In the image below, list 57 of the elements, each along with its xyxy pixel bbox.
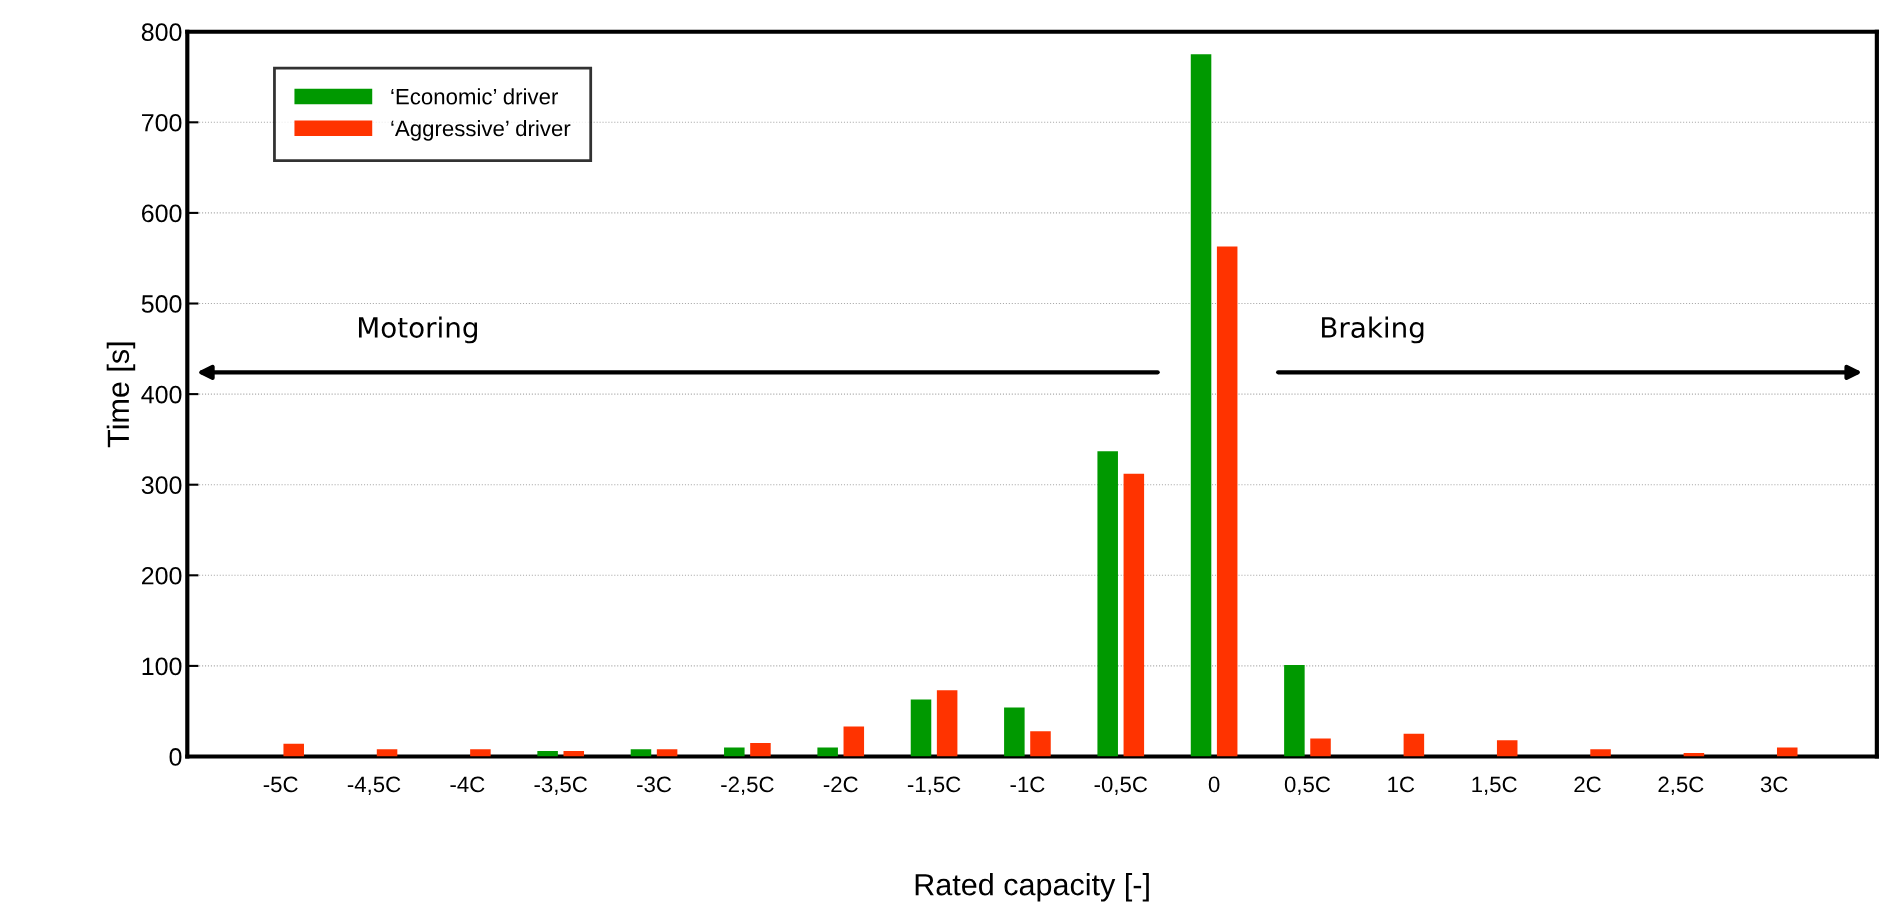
x-tick-label: -3C [637, 776, 672, 793]
bar [724, 747, 745, 757]
bar [283, 743, 304, 757]
y-tick-label: 600 [142, 204, 182, 223]
x-tick-label: -3,5C [534, 776, 588, 795]
y-axis-title: Time [s] [106, 342, 136, 448]
bar [537, 751, 558, 757]
x-tick-label: -4C [450, 776, 485, 793]
y-tick-label: 500 [141, 295, 182, 313]
bar [750, 742, 771, 757]
x-tick-label: -2C [823, 776, 858, 793]
x-tick-label: -1C [1010, 776, 1045, 793]
bar [563, 751, 585, 757]
y-tick-label: 200 [142, 566, 182, 585]
bar [656, 749, 678, 757]
y-tick-label: 800 [141, 23, 182, 42]
annotation: Braking [1322, 316, 1424, 344]
legend-label: ‘Economic’ driver [391, 88, 558, 105]
x-tick-label: 0 [1208, 776, 1220, 793]
x-axis-title: Rated capacity [-] [915, 873, 1149, 902]
bar [1590, 749, 1611, 757]
bar [1216, 246, 1238, 757]
bar [470, 749, 491, 757]
bar [1310, 738, 1331, 757]
y-tick-label: 100 [142, 657, 182, 676]
x-tick-label: -5C [263, 776, 298, 793]
bar [1496, 740, 1518, 757]
annotation: Motoring [358, 316, 477, 344]
bar [630, 749, 652, 757]
bar [1284, 665, 1305, 757]
x-tick-label: -2,5C [721, 776, 774, 795]
x-tick-label: -1,5C [907, 776, 961, 795]
x-tick-label: 1C [1388, 776, 1415, 793]
bar [1403, 733, 1425, 757]
bar [817, 747, 838, 757]
legend-label: ‘Aggressive’ driver [391, 120, 571, 141]
x-tick-label: -4,5C [347, 776, 401, 795]
bar [376, 749, 398, 757]
x-tick-label: 3C [1760, 776, 1788, 793]
bar [936, 690, 958, 757]
bar [1776, 747, 1798, 757]
y-tick-label: 700 [142, 113, 182, 132]
x-tick-label: 2,5C [1658, 776, 1704, 795]
bar [1004, 707, 1025, 757]
x-tick-label: 1,5C [1472, 776, 1517, 795]
x-tick-label: 0,5C [1284, 776, 1331, 795]
y-tick-label: 0 [169, 748, 182, 766]
bar [1190, 54, 1212, 757]
bar [910, 699, 932, 757]
x-tick-label: 2C [1574, 776, 1601, 793]
bar [1030, 731, 1051, 757]
y-tick-label: 400 [141, 385, 182, 404]
bar [1123, 473, 1145, 757]
x-tick-label: -0,5C [1094, 776, 1148, 795]
y-tick-label: 300 [141, 476, 182, 495]
bar [843, 726, 865, 757]
bar [1097, 451, 1118, 757]
